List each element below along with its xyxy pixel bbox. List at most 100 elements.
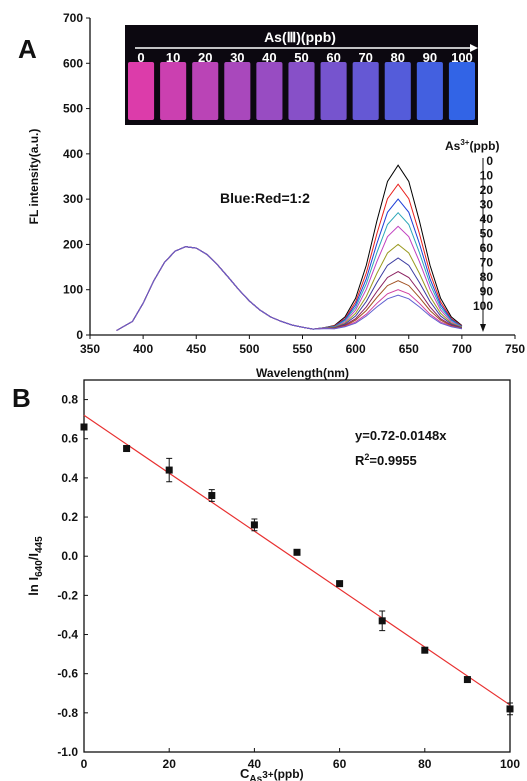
y-tick-label: 100 [63,283,83,297]
data-point [463,676,471,684]
inset-label: 10 [166,50,180,65]
fit-line [83,414,511,706]
series-line [116,246,463,331]
r-squared-part: =0.9955 [369,453,416,468]
vial [448,62,475,120]
y-tick-label: 0.2 [61,510,78,524]
panel-label: A [18,34,37,64]
annotation: Blue:Red=1:2 [220,190,310,206]
y-tick-label: 600 [63,56,83,70]
x-axis-label-part: C [240,766,250,781]
legend-entry: 90 [480,285,494,299]
vial [384,62,411,120]
x-tick-label: 60 [333,757,347,771]
r-squared-part: R [355,453,365,468]
x-tick-label: 450 [186,342,206,356]
inset-arrowhead [470,44,478,52]
data-point [293,548,301,556]
inset-title: As(Ⅲ)(ppb) [264,29,336,45]
inset-label: 20 [198,50,212,65]
y-tick-label: 0 [76,328,83,342]
x-axis-label-part: 3+ [262,770,274,781]
y-tick-label: -0.4 [57,628,78,642]
plot-frame [83,379,511,753]
y-tick-label: 300 [63,192,83,206]
r-squared-part: 2 [364,452,369,462]
y-tick-label: 0.6 [61,432,78,446]
vial [128,62,155,120]
vial [224,62,251,120]
inset-label: 90 [423,50,437,65]
vial [320,62,347,120]
x-axis-label-part: As [249,774,262,781]
legend-entry: 20 [480,183,494,197]
data-point [165,466,173,474]
x-tick-label: 100 [500,757,520,771]
legend-title: As3+(ppb) [445,138,499,153]
legend-entry: 70 [480,256,494,270]
inset-label: 70 [358,50,372,65]
y-tick-label: 0.0 [61,549,78,563]
data-point [421,646,429,654]
y-axis-label-part: 445 [34,536,45,553]
x-axis-label-part: (ppb) [274,767,304,781]
x-tick-label: 500 [239,342,259,356]
x-tick-label: 80 [418,757,432,771]
y-axis-label-part: 640 [34,560,45,577]
x-axis-label: Wavelength(nm) [256,366,349,380]
legend-entry: 30 [480,198,494,212]
x-tick-label: 750 [505,342,525,356]
inset-label: 0 [137,50,144,65]
y-tick-label: -0.8 [57,706,78,720]
data-point [80,423,88,431]
legend-entry: 40 [480,212,494,226]
y-tick-label: 500 [63,102,83,116]
series-line [116,211,463,331]
series-line [116,246,463,331]
data-point [123,445,131,453]
data-point [506,705,514,713]
x-tick-label: 350 [80,342,100,356]
vial [288,62,315,120]
legend-entry: 10 [480,169,494,183]
y-axis-label-part: /I [26,553,41,560]
inset-label: 60 [326,50,340,65]
y-tick-label: -1.0 [57,745,78,759]
x-tick-label: 550 [292,342,312,356]
equation: y=0.72-0.0148x [355,428,447,443]
legend-arrowhead [480,324,486,332]
x-tick-label: 20 [163,757,177,771]
series-line [116,246,463,331]
inset-label: 40 [262,50,276,65]
series-line [116,246,462,331]
x-tick-label: 650 [399,342,419,356]
x-tick-label: 600 [346,342,366,356]
legend-entry: 50 [480,227,494,241]
legend-entry: 80 [480,270,494,284]
y-tick-label: 700 [63,11,83,25]
data-point [208,492,216,500]
panel-label: B [12,383,31,413]
legend-entry: 60 [480,241,494,255]
inset-label: 50 [294,50,308,65]
series-line [116,183,463,331]
inset-label: 30 [230,50,244,65]
vial [416,62,443,120]
y-tick-label: -0.2 [57,588,78,602]
x-tick-label: 40 [248,757,262,771]
legend-title-part: 3+ [460,138,469,147]
x-tick-label: 0 [81,757,88,771]
data-point [250,521,258,529]
y-axis-label: ln I640/I445 [26,536,45,596]
y-tick-label: 0.8 [61,393,78,407]
legend-entry: 0 [486,154,493,168]
y-tick-label: 400 [63,147,83,161]
x-tick-label: 400 [133,342,153,356]
data-point [378,617,386,625]
series-line [116,198,463,331]
y-tick-label: 200 [63,237,83,251]
inset-label: 80 [391,50,405,65]
x-tick-label: 700 [452,342,472,356]
legend-title-part: As [445,139,461,153]
